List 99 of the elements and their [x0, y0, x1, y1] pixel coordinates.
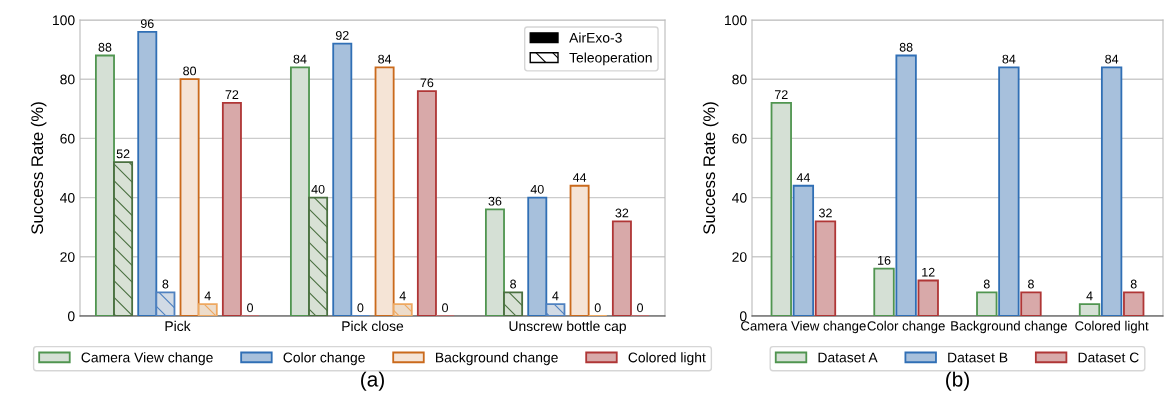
data-label: 0 [594, 303, 601, 313]
data-label: 8 [983, 279, 990, 289]
data-label: 0 [357, 303, 364, 313]
data-label: 0 [637, 303, 644, 313]
bar [527, 196, 548, 316]
y-tick-label: 60 [60, 133, 75, 144]
y-tick-label: 0 [739, 311, 747, 322]
y-tick-label: 60 [732, 133, 747, 144]
bar [895, 54, 917, 316]
bar [1078, 303, 1101, 316]
x-tick-label: Pick [165, 320, 191, 332]
x-tick-label: Colored light [1075, 320, 1149, 334]
data-label: 52 [116, 149, 130, 159]
x-tick-label: Background change [951, 320, 1067, 334]
bar [179, 78, 200, 316]
data-label: 88 [899, 42, 913, 52]
bar [113, 161, 134, 316]
data-label: 4 [1086, 291, 1093, 301]
legend-label: Background change [436, 352, 558, 366]
x-tick-label: Unscrew bottle cap [509, 320, 626, 334]
data-label: 8 [162, 279, 169, 289]
data-label: 44 [796, 173, 810, 182]
data-label: 44 [572, 173, 587, 182]
bar [792, 184, 815, 316]
data-label: 4 [552, 291, 559, 301]
bar [221, 101, 242, 316]
data-label: 84 [293, 54, 307, 64]
data-label: 84 [1002, 54, 1016, 64]
y-tick-label: 80 [732, 74, 747, 85]
x-tick-label: Camera View change [741, 320, 866, 334]
y-tick-label: 100 [53, 15, 75, 26]
bar [137, 30, 158, 316]
legend-label: Colored light [628, 352, 706, 366]
y-tick-label: 0 [67, 311, 75, 322]
y-axis-title: Success Rate (%) [702, 102, 719, 234]
legend-label: Color change [283, 352, 365, 366]
data-label: 12 [922, 267, 935, 277]
legend-label: Dataset B [948, 352, 1008, 363]
bar [770, 101, 792, 316]
data-label: 8 [510, 279, 517, 289]
data-label: 84 [1105, 54, 1119, 64]
y-tick-label: 100 [725, 15, 747, 26]
bar [917, 279, 939, 316]
data-label: 76 [420, 78, 434, 88]
bar [998, 66, 1020, 316]
bar [332, 42, 353, 316]
bar [814, 220, 837, 316]
data-label: 92 [335, 30, 349, 40]
bar [545, 303, 566, 316]
y-axis-title: Success Rate (%) [30, 102, 47, 234]
bar [289, 66, 310, 316]
bar [197, 303, 218, 316]
data-label: 32 [615, 208, 629, 218]
data-label: 88 [98, 42, 112, 52]
data-label: 40 [530, 184, 544, 194]
data-label: 8 [1028, 279, 1034, 289]
y-tick-label: 80 [60, 74, 75, 85]
legend-label: Camera View change [81, 352, 213, 366]
bar [308, 196, 329, 316]
y-tick-label: 40 [60, 192, 75, 203]
bar [873, 267, 895, 316]
annotation: AirExo-3 [569, 32, 622, 43]
bar [484, 208, 505, 316]
bar [1100, 66, 1123, 316]
x-tick-label: Color change [867, 320, 945, 334]
bar [1123, 291, 1145, 316]
data-label: 40 [311, 184, 325, 194]
data-label: 4 [204, 291, 211, 301]
data-label: 32 [818, 208, 832, 218]
bar [569, 184, 590, 316]
data-label: 4 [399, 291, 406, 301]
bar [374, 66, 395, 316]
y-tick-label: 40 [732, 192, 747, 203]
text: (b) [946, 371, 969, 391]
data-label: 8 [1130, 279, 1137, 289]
data-label: 0 [247, 303, 254, 313]
x-tick-label: Pick close [342, 320, 404, 332]
bar [503, 291, 524, 316]
data-label: 84 [378, 54, 392, 64]
data-label: 96 [140, 19, 154, 28]
data-label: 0 [442, 303, 449, 313]
bar [416, 90, 437, 316]
y-tick-label: 20 [60, 252, 75, 262]
data-label: 72 [774, 90, 788, 99]
bar [94, 54, 115, 316]
annotation: Teleoperation [569, 52, 652, 66]
data-label: 16 [878, 255, 891, 265]
y-tick-label: 20 [732, 252, 747, 262]
data-label: 72 [225, 90, 239, 99]
bar [392, 303, 413, 316]
bar [1020, 291, 1042, 316]
bar [155, 291, 176, 316]
legend-label: Dataset C [1078, 352, 1139, 363]
bar [611, 220, 632, 316]
data-label: 36 [488, 196, 502, 206]
text: (a) [361, 371, 384, 391]
legend-label: Dataset A [818, 352, 878, 363]
data-label: 80 [183, 66, 197, 76]
bar [976, 291, 998, 316]
